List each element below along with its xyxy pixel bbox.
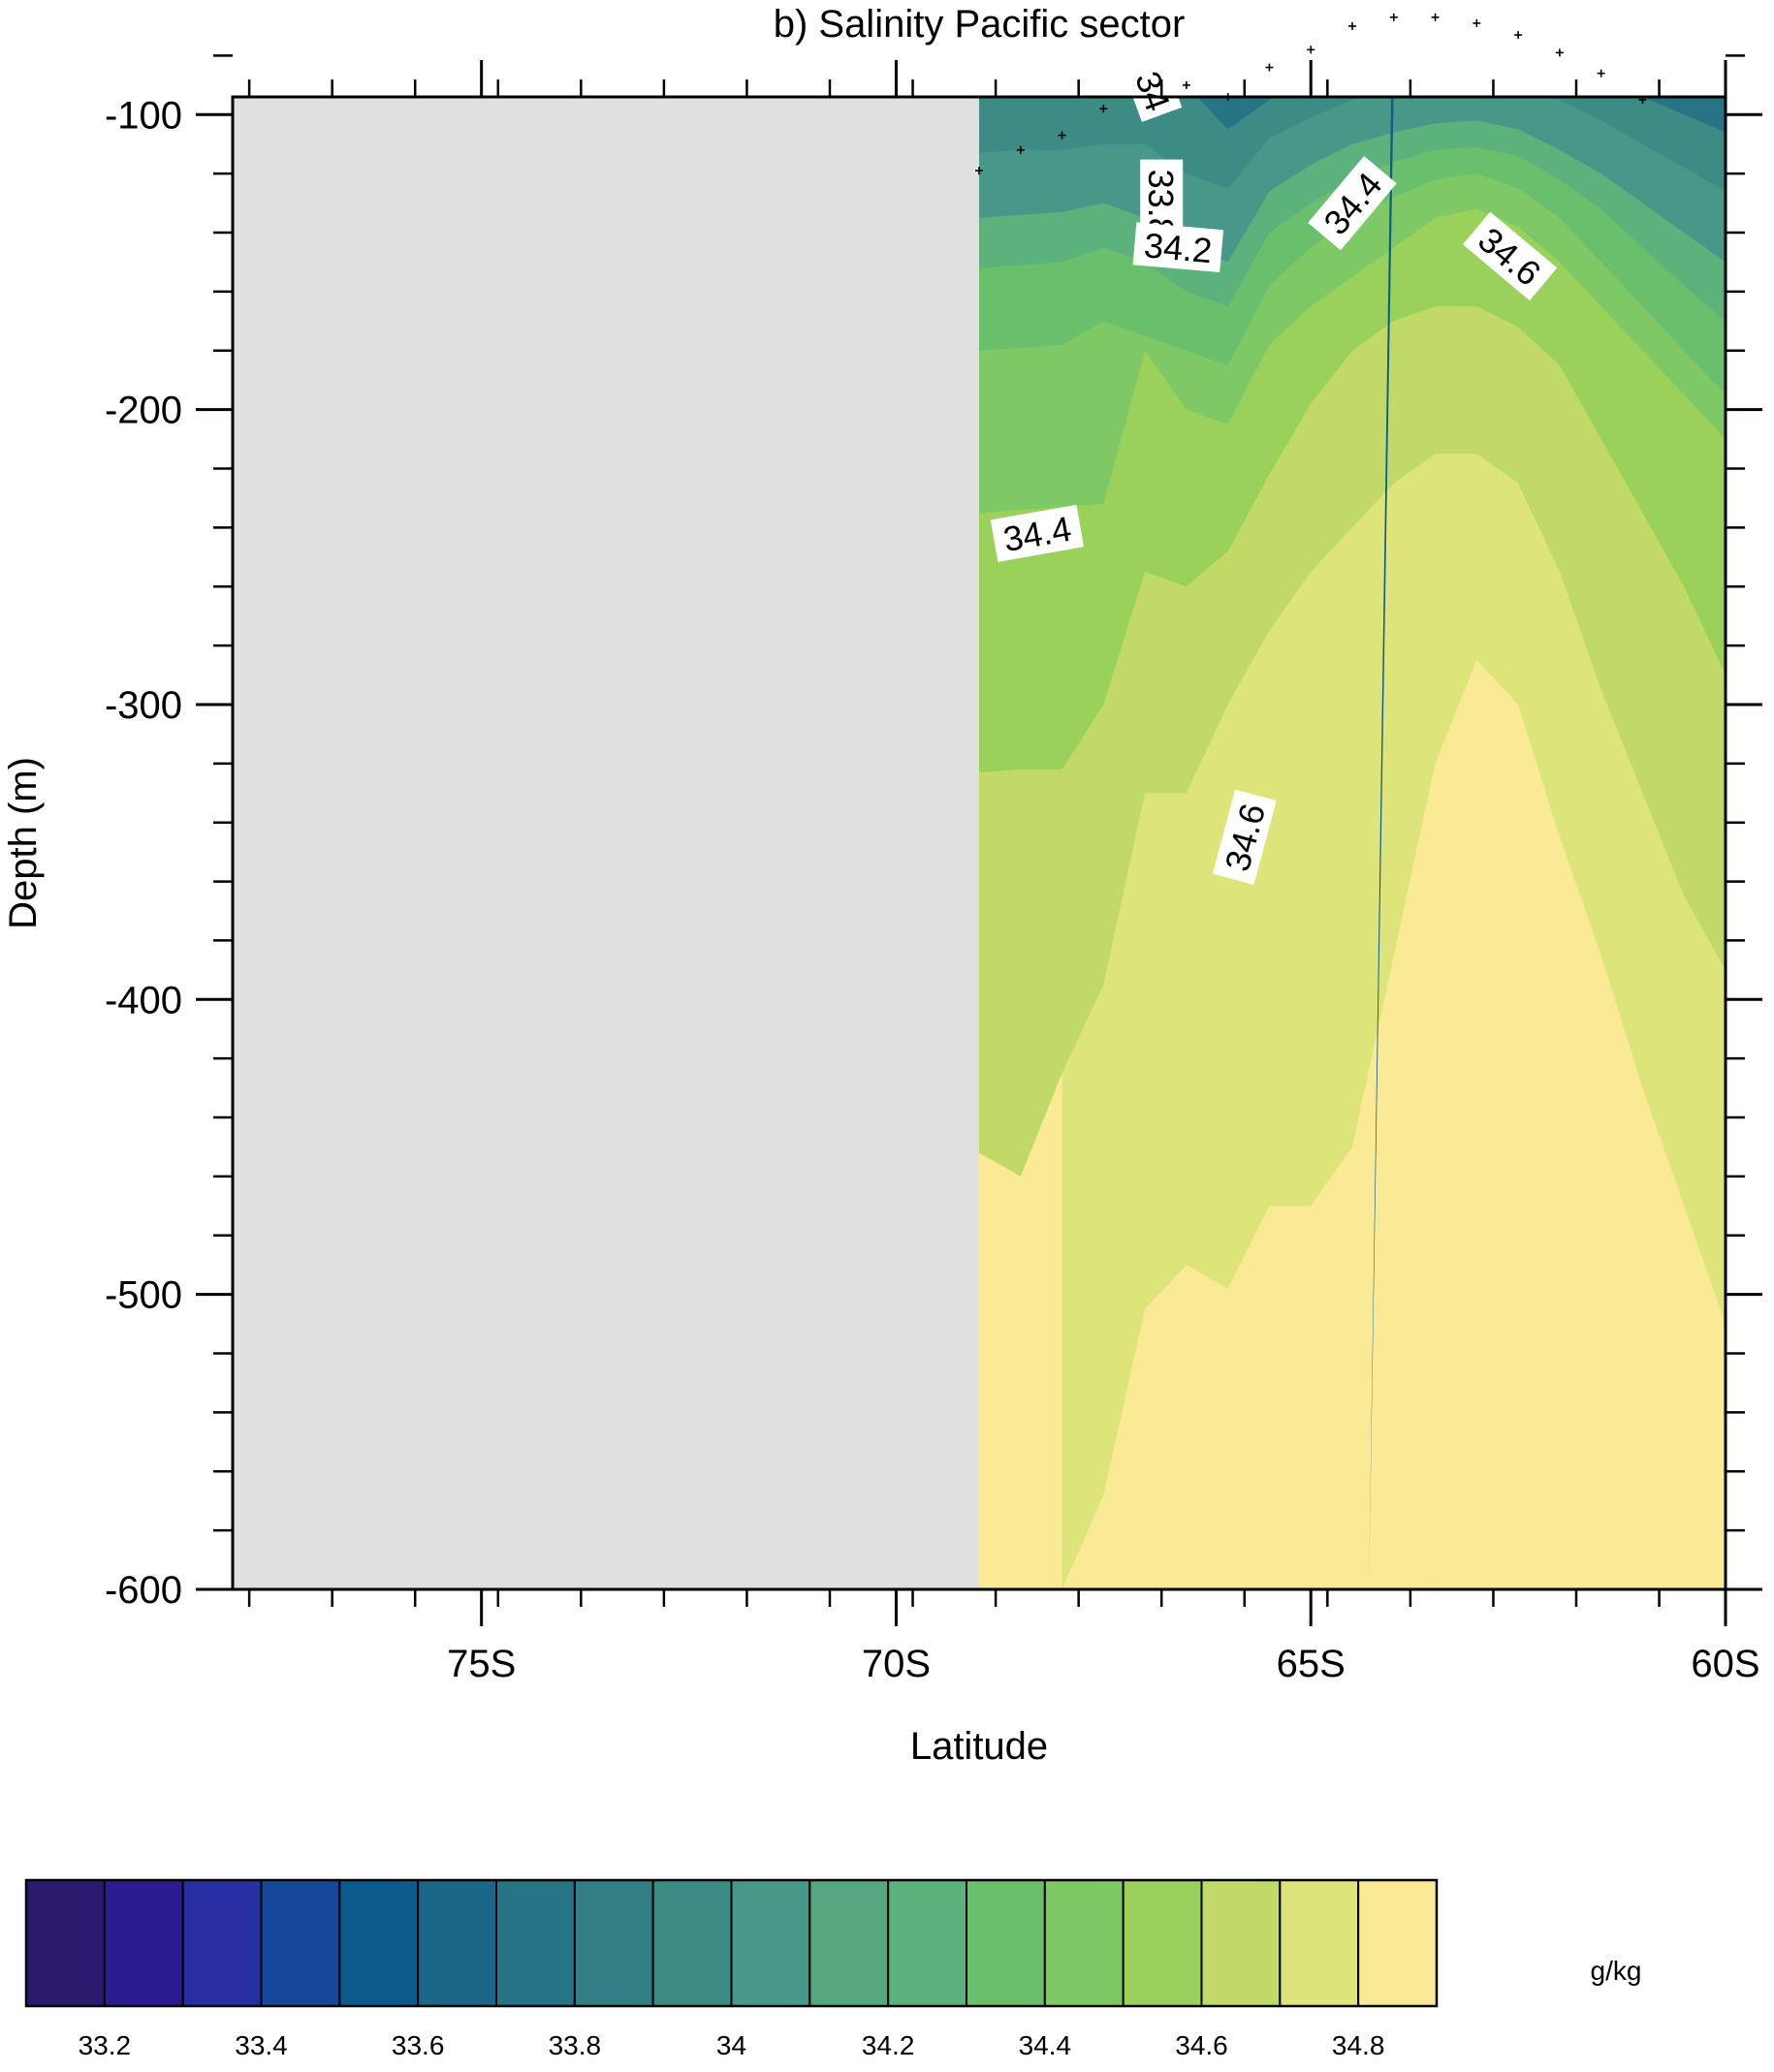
colorbar-box [1279,1879,1360,2007]
mld-marker [1099,105,1108,113]
colorbar-box [573,1879,654,2007]
mld-marker [1182,80,1190,89]
colorbar: 33.2 33.4 33.6 33.8 34 34.2 34.4 34.6 34.8 [24,1878,1439,2060]
contour-label-box [1308,155,1397,251]
chart-title: b) Salinity Pacific sector [774,3,1186,46]
colorbar-box [966,1879,1046,2007]
x-axis-title: Latitude [910,1725,1048,1768]
colorbar-box [181,1879,263,2007]
colorbar-box [651,1879,733,2007]
colorbar-frame [24,1878,1439,2008]
x-tick-label: 75S [447,1643,516,1685]
contour-label: 34.2 [1132,222,1224,273]
colorbar-label: 34.2 [862,2030,915,2060]
colorbar-units: g/kg [1591,1956,1642,1986]
contour-label-box [1132,222,1224,273]
colorbar-box [1122,1879,1203,2007]
y-tick-label: -100 [105,94,182,137]
colorbar-box [1357,1879,1438,2007]
contour-label-box [1212,789,1277,886]
x-tick-label: 60S [1691,1643,1759,1685]
mld-marker [1058,131,1066,140]
y-tick-label: -200 [105,390,182,432]
contour-label-text: 34.2 [1143,225,1214,270]
field-band [1197,97,1726,133]
colorbar-label: 34.6 [1175,2030,1228,2060]
y-tick-label: -300 [105,684,182,727]
mld-marker [1555,48,1564,57]
colorbar-label: 33.8 [549,2030,602,2060]
colorbar-box [103,1879,184,2007]
x-tick-label: 65S [1277,1643,1346,1685]
mld-marker [1389,13,1398,21]
mld-marker [1473,18,1481,27]
colorbar-box [730,1879,811,2007]
colorbar-box [417,1879,497,2007]
mld-marker [1514,31,1523,40]
colorbar-box [1200,1879,1282,2007]
colorbar-box [887,1879,968,2007]
contour-label: 34 [1125,59,1183,122]
salinity-field [979,97,1726,1589]
colorbar-box [25,1879,106,2007]
y-tick-label: -600 [105,1569,182,1612]
mld-marker [1016,145,1025,154]
mld-marker [1597,69,1605,78]
colorbar-label: 33.2 [79,2030,132,2060]
colorbar-label: 34 [716,2030,746,2060]
y-tick-label: -400 [105,979,182,1021]
mld-marker [975,167,983,175]
mld-marker [1348,21,1356,30]
y-axis-title: Depth (m) [2,757,45,929]
axes: 75S 70S 65S 60S -100 -200 -300 -400 -500 -600 [105,54,1762,1685]
mld-marker [1431,13,1440,21]
plot-frame [231,95,1727,1591]
contour-label-box [1462,211,1558,301]
colorbar-label: 33.4 [235,2030,288,2060]
colorbar-box [338,1879,420,2007]
colorbar-box [495,1879,576,2007]
field-band [1369,97,1394,1589]
x-tick-label: 70S [862,1643,931,1685]
colorbar-box [1043,1879,1125,2007]
mld-marker [1307,46,1315,54]
colorbar-label: 33.6 [392,2030,445,2060]
mld-marker [1265,63,1274,72]
colorbar-box [260,1879,341,2007]
contour-label-box [990,504,1085,562]
contour-label-box [1125,59,1183,122]
mixed-layer-markers [975,13,1647,175]
colorbar-label: 34.4 [1019,2030,1072,2060]
colorbar-label: 34.8 [1332,2030,1385,2060]
y-tick-label: -500 [105,1274,182,1317]
field-band [979,97,1726,192]
colorbar-box [808,1879,890,2007]
